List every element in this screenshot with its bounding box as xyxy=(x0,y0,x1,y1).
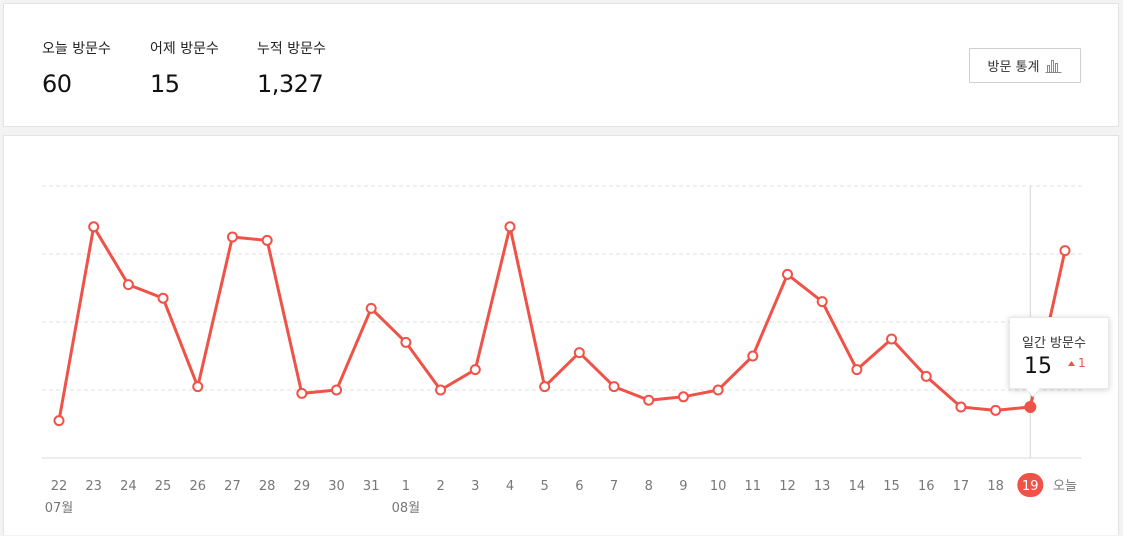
data-point[interactable] xyxy=(643,394,655,406)
data-point[interactable] xyxy=(677,391,689,403)
x-tick-label[interactable]: 8 xyxy=(645,479,653,494)
total-visits-value: 1,327 xyxy=(257,70,324,98)
data-point[interactable] xyxy=(781,268,793,280)
daily-visits-tooltip: 일간 방문수 15 1 xyxy=(1009,317,1109,398)
x-tick-label[interactable]: 10 xyxy=(710,479,727,494)
tooltip-value: 15 xyxy=(1024,354,1052,379)
x-tick-label[interactable]: 2 xyxy=(436,479,444,494)
x-tick-label[interactable]: 6 xyxy=(575,479,583,494)
series-line xyxy=(57,225,1067,423)
data-point[interactable] xyxy=(816,296,828,308)
data-point[interactable] xyxy=(920,370,932,382)
data-point[interactable] xyxy=(504,221,516,233)
x-tick-label[interactable]: 25 xyxy=(155,479,172,494)
x-tick-label[interactable]: 14 xyxy=(849,479,866,494)
x-tick-label[interactable]: 31 xyxy=(363,479,380,494)
data-point[interactable] xyxy=(747,350,759,362)
tooltip-title: 일간 방문수 xyxy=(1022,336,1086,351)
today-visits-label: 오늘 방문수 xyxy=(42,41,111,57)
x-tick-label[interactable]: 1 xyxy=(402,479,410,494)
x-tick-label[interactable]: 29 xyxy=(294,479,311,494)
visit-stats-button[interactable]: 방문 통계 xyxy=(969,48,1081,83)
daily-visits-chart: 22 23 24 25 26 27 28 29 30 31 1 2 3 4 5 6 7 8 9 10 11 12 13 14 1… xyxy=(42,185,1082,516)
data-point[interactable] xyxy=(990,404,1002,416)
x-tick-label[interactable]: 오늘 xyxy=(1053,479,1077,494)
today-visits-value: 60 xyxy=(42,70,72,98)
x-tick-label[interactable]: 7 xyxy=(610,479,618,494)
data-point[interactable] xyxy=(226,231,238,243)
tooltip-delta-value: 1 xyxy=(1078,356,1086,370)
x-axis-ticks: 22 23 24 25 26 27 28 29 30 31 1 2 3 4 5 6 7 8 9 10 11 12 13 14 1… xyxy=(45,473,1077,516)
data-point[interactable] xyxy=(331,384,343,396)
yesterday-visits-value: 15 xyxy=(150,70,180,98)
x-tick-label[interactable]: 18 xyxy=(987,479,1004,494)
x-tick-label[interactable]: 23 xyxy=(85,479,102,494)
data-point[interactable] xyxy=(157,292,169,304)
total-visits: 누적 방문수 1,327 xyxy=(257,38,326,98)
x-tick-label[interactable]: 16 xyxy=(918,479,935,494)
x-tick-label[interactable]: 4 xyxy=(506,479,514,494)
x-tick-label[interactable]: 28 xyxy=(259,479,276,494)
x-tick-label[interactable]: 11 xyxy=(745,479,762,494)
data-point[interactable] xyxy=(886,333,898,345)
data-point[interactable] xyxy=(851,364,863,376)
x-tick-label[interactable]: 19 xyxy=(1022,479,1039,494)
month-label: 07월 xyxy=(45,501,74,516)
x-tick-label[interactable]: 12 xyxy=(779,479,796,494)
triangle-up-icon xyxy=(1068,360,1075,366)
data-point[interactable] xyxy=(400,336,412,348)
data-point[interactable] xyxy=(712,384,724,396)
x-tick-label[interactable]: 27 xyxy=(224,479,241,494)
tooltip-delta: 1 xyxy=(1068,356,1086,370)
visitor-summary-card: 오늘 방문수 60 어제 방문수 15 누적 방문수 1,327 방문 통계 xyxy=(3,3,1119,127)
yesterday-visits: 어제 방문수 15 xyxy=(150,38,219,98)
x-tick-label[interactable]: 15 xyxy=(883,479,900,494)
data-point[interactable] xyxy=(296,387,308,399)
chart-series-line xyxy=(57,225,1067,423)
month-label: 08월 xyxy=(392,501,421,516)
data-point[interactable] xyxy=(122,279,134,291)
data-point[interactable] xyxy=(192,381,204,393)
today-visits: 오늘 방문수 60 xyxy=(42,38,111,98)
data-point[interactable] xyxy=(365,302,377,314)
bar-chart-icon xyxy=(1045,59,1062,73)
x-tick-label[interactable]: 13 xyxy=(814,479,831,494)
x-tick-label[interactable]: 22 xyxy=(51,479,68,494)
visit-stats-button-label: 방문 통계 xyxy=(987,60,1040,75)
yesterday-visits-label: 어제 방문수 xyxy=(150,41,219,57)
x-tick-label[interactable]: 3 xyxy=(471,479,479,494)
data-point[interactable] xyxy=(955,401,967,413)
x-tick-label[interactable]: 5 xyxy=(541,479,549,494)
data-point[interactable] xyxy=(53,415,65,427)
data-point[interactable] xyxy=(469,364,481,376)
x-tick-label[interactable]: 17 xyxy=(953,479,970,494)
chart-grid xyxy=(42,185,1082,459)
x-tick-label[interactable]: 9 xyxy=(679,479,687,494)
chart-points xyxy=(53,221,1071,427)
data-point[interactable] xyxy=(261,234,273,246)
selected-tick-badge xyxy=(1017,473,1044,497)
data-point[interactable] xyxy=(435,384,447,396)
data-point[interactable] xyxy=(539,381,551,393)
x-tick-label[interactable]: 26 xyxy=(189,479,206,494)
data-point-today[interactable] xyxy=(1059,245,1071,257)
data-point[interactable] xyxy=(88,221,100,233)
data-point-selected[interactable] xyxy=(1024,401,1037,413)
data-point[interactable] xyxy=(573,347,585,359)
data-point[interactable] xyxy=(608,381,620,393)
x-tick-label[interactable]: 24 xyxy=(120,479,137,494)
daily-visits-chart-card: 22 23 24 25 26 27 28 29 30 31 1 2 3 4 5 6 7 8 9 10 11 12 13 14 1… xyxy=(3,135,1119,535)
total-visits-label: 누적 방문수 xyxy=(257,41,326,57)
x-tick-label[interactable]: 30 xyxy=(328,479,345,494)
